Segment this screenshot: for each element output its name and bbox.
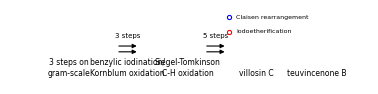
Text: Claisen rearrangement: Claisen rearrangement	[236, 15, 309, 20]
Text: 3 steps on
gram-scale: 3 steps on gram-scale	[48, 58, 91, 78]
Text: villosin C: villosin C	[239, 69, 274, 78]
Text: teuvincenone B: teuvincenone B	[287, 69, 347, 78]
Text: Siegel-Tomkinson
C-H oxidation: Siegel-Tomkinson C-H oxidation	[155, 58, 221, 78]
Text: iodoetherification: iodoetherification	[236, 29, 292, 34]
Text: 3 steps: 3 steps	[115, 33, 141, 39]
Text: 5 steps: 5 steps	[203, 33, 228, 39]
Text: benzylic iodination/
Kornblum oxidation: benzylic iodination/ Kornblum oxidation	[90, 58, 165, 78]
